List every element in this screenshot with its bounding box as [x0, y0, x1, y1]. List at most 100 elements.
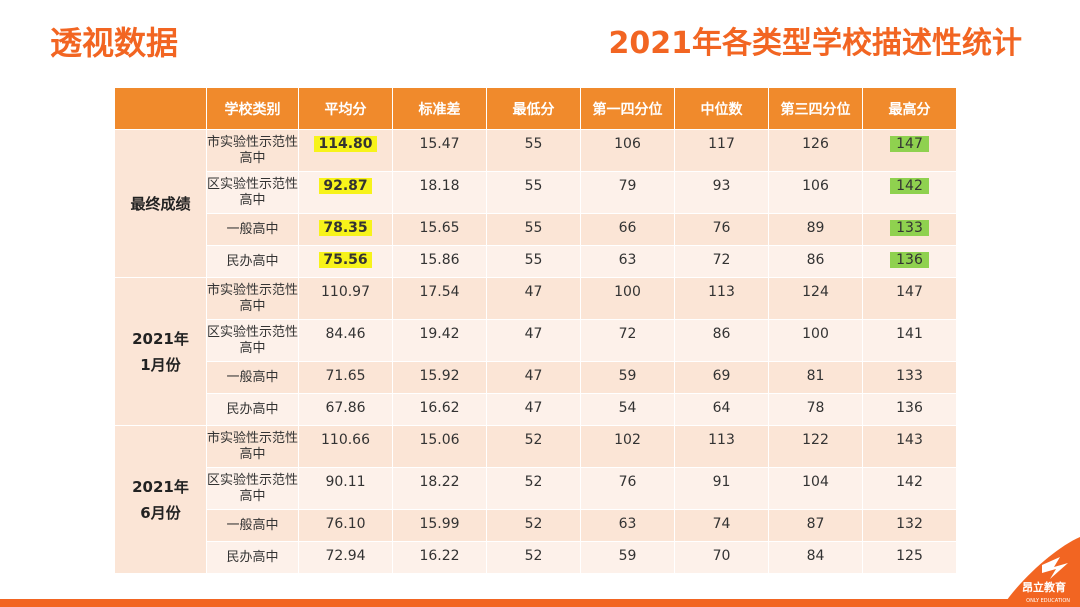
min-cell: 52 [487, 510, 581, 542]
max-cell: 141 [863, 320, 957, 362]
table-row: 一般高中 76.10 15.99 52 63 74 87 132 [115, 510, 957, 542]
table-row: 民办高中 75.56 15.86 55 63 72 86 136 [115, 246, 957, 278]
mean-highlight: 92.87 [319, 178, 372, 194]
median-cell: 93 [675, 172, 769, 214]
q1-cell: 106 [581, 130, 675, 172]
q1-cell: 76 [581, 468, 675, 510]
table-row: 2021年 1月份 市实验性示范性高中 110.97 17.54 47 100 … [115, 278, 957, 426]
column-header: 标准差 [393, 88, 487, 130]
q3-cell: 100 [769, 320, 863, 362]
mean-cell: 110.66 [299, 426, 393, 468]
q3-cell: 122 [769, 426, 863, 468]
median-cell: 69 [675, 362, 769, 394]
q3-cell: 78 [769, 394, 863, 426]
q1-cell: 72 [581, 320, 675, 362]
sd-cell: 16.62 [393, 394, 487, 426]
max-cell: 147 [863, 278, 957, 320]
table-header-row: 学校类别 平均分 标准差 最低分 第一四分位 中位数 第三四分位 最高分 [115, 88, 957, 130]
sd-cell: 18.22 [393, 468, 487, 510]
q3-cell: 126 [769, 130, 863, 172]
mean-highlight: 114.80 [314, 136, 377, 152]
statistics-table: 学校类别 平均分 标准差 最低分 第一四分位 中位数 第三四分位 最高分 最终成… [115, 88, 957, 574]
page-title: 透视数据 [50, 24, 179, 62]
q1-cell: 66 [581, 214, 675, 246]
column-header: 中位数 [675, 88, 769, 130]
sd-cell: 15.99 [393, 510, 487, 542]
column-header: 最高分 [863, 88, 957, 130]
max-highlight: 147 [890, 136, 929, 152]
mean-cell: 72.94 [299, 542, 393, 574]
group-label: 最终成绩 [115, 130, 207, 278]
mean-cell: 90.11 [299, 468, 393, 510]
table-row: 区实验性示范性高中 90.11 18.22 52 76 91 104 142 [115, 468, 957, 510]
median-cell: 64 [675, 394, 769, 426]
min-cell: 47 [487, 278, 581, 320]
min-cell: 47 [487, 362, 581, 394]
group-label-month: 1月份 [140, 355, 181, 374]
table-row: 2021年 6月份 市实验性示范性高中 110.66 15.06 52 102 … [115, 426, 957, 574]
mean-cell: 78.35 [299, 214, 393, 246]
min-cell: 47 [487, 320, 581, 362]
max-cell: 143 [863, 426, 957, 468]
column-header: 第一四分位 [581, 88, 675, 130]
group-label-year: 2021年 [132, 477, 189, 496]
median-cell: 86 [675, 320, 769, 362]
max-cell: 125 [863, 542, 957, 574]
median-cell: 91 [675, 468, 769, 510]
table-row: 一般高中 78.35 15.65 55 66 76 89 133 [115, 214, 957, 246]
school-type-cell: 区实验性示范性高中 [207, 172, 299, 214]
school-type-cell: 市实验性示范性高中 [207, 130, 299, 172]
school-type-cell: 一般高中 [207, 510, 299, 542]
max-highlight: 142 [890, 178, 929, 194]
table-row: 民办高中 72.94 16.22 52 59 70 84 125 [115, 542, 957, 574]
sd-cell: 15.47 [393, 130, 487, 172]
table-row: 最终成绩 市实验性示范性高中 114.80 15.47 55 106 117 1… [115, 130, 957, 278]
mean-cell: 76.10 [299, 510, 393, 542]
min-cell: 52 [487, 426, 581, 468]
max-cell: 136 [863, 394, 957, 426]
school-type-cell: 市实验性示范性高中 [207, 278, 299, 320]
school-type-cell: 区实验性示范性高中 [207, 320, 299, 362]
q3-cell: 84 [769, 542, 863, 574]
min-cell: 52 [487, 542, 581, 574]
min-cell: 55 [487, 246, 581, 278]
mean-cell: 92.87 [299, 172, 393, 214]
q3-cell: 81 [769, 362, 863, 394]
q1-cell: 79 [581, 172, 675, 214]
min-cell: 55 [487, 214, 581, 246]
q3-cell: 104 [769, 468, 863, 510]
brand-logo-subtitle: ONLY EDUCATION [1026, 598, 1070, 604]
min-cell: 55 [487, 172, 581, 214]
max-cell: 132 [863, 510, 957, 542]
footer-bar [0, 599, 1080, 607]
group-label-month: 6月份 [140, 503, 181, 522]
sd-cell: 16.22 [393, 542, 487, 574]
max-highlight: 136 [890, 252, 929, 268]
group-label-year: 2021年 [132, 329, 189, 348]
max-cell: 133 [863, 362, 957, 394]
school-type-cell: 民办高中 [207, 394, 299, 426]
column-header: 平均分 [299, 88, 393, 130]
brand-logo-name: 昂立教育 [1022, 581, 1066, 594]
q1-cell: 63 [581, 510, 675, 542]
max-cell: 142 [863, 172, 957, 214]
median-cell: 117 [675, 130, 769, 172]
logo-mark-icon [1042, 557, 1068, 579]
median-cell: 72 [675, 246, 769, 278]
q1-cell: 59 [581, 542, 675, 574]
max-cell: 147 [863, 130, 957, 172]
median-cell: 76 [675, 214, 769, 246]
header-corner [115, 88, 207, 130]
school-type-cell: 一般高中 [207, 362, 299, 394]
school-type-cell: 区实验性示范性高中 [207, 468, 299, 510]
mean-cell: 110.97 [299, 278, 393, 320]
group-label: 2021年 1月份 [115, 278, 207, 426]
mean-cell: 84.46 [299, 320, 393, 362]
table-row: 区实验性示范性高中 92.87 18.18 55 79 93 106 142 [115, 172, 957, 214]
column-header: 学校类别 [207, 88, 299, 130]
sd-cell: 18.18 [393, 172, 487, 214]
school-type-cell: 市实验性示范性高中 [207, 426, 299, 468]
q3-cell: 89 [769, 214, 863, 246]
column-header: 最低分 [487, 88, 581, 130]
median-cell: 70 [675, 542, 769, 574]
